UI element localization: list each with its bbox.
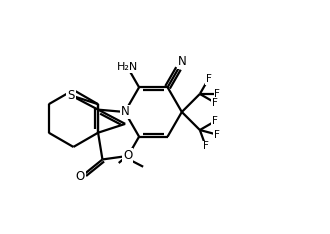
Text: F: F bbox=[214, 89, 220, 99]
Text: F: F bbox=[206, 74, 212, 84]
Text: O: O bbox=[123, 149, 132, 162]
Text: F: F bbox=[214, 129, 220, 139]
Text: F: F bbox=[203, 141, 209, 151]
Text: N: N bbox=[120, 106, 129, 118]
Text: S: S bbox=[67, 89, 75, 102]
Text: N: N bbox=[178, 55, 187, 68]
Text: F: F bbox=[212, 98, 218, 108]
Text: F: F bbox=[212, 116, 218, 126]
Text: H₂N: H₂N bbox=[116, 62, 138, 72]
Text: O: O bbox=[76, 170, 85, 183]
